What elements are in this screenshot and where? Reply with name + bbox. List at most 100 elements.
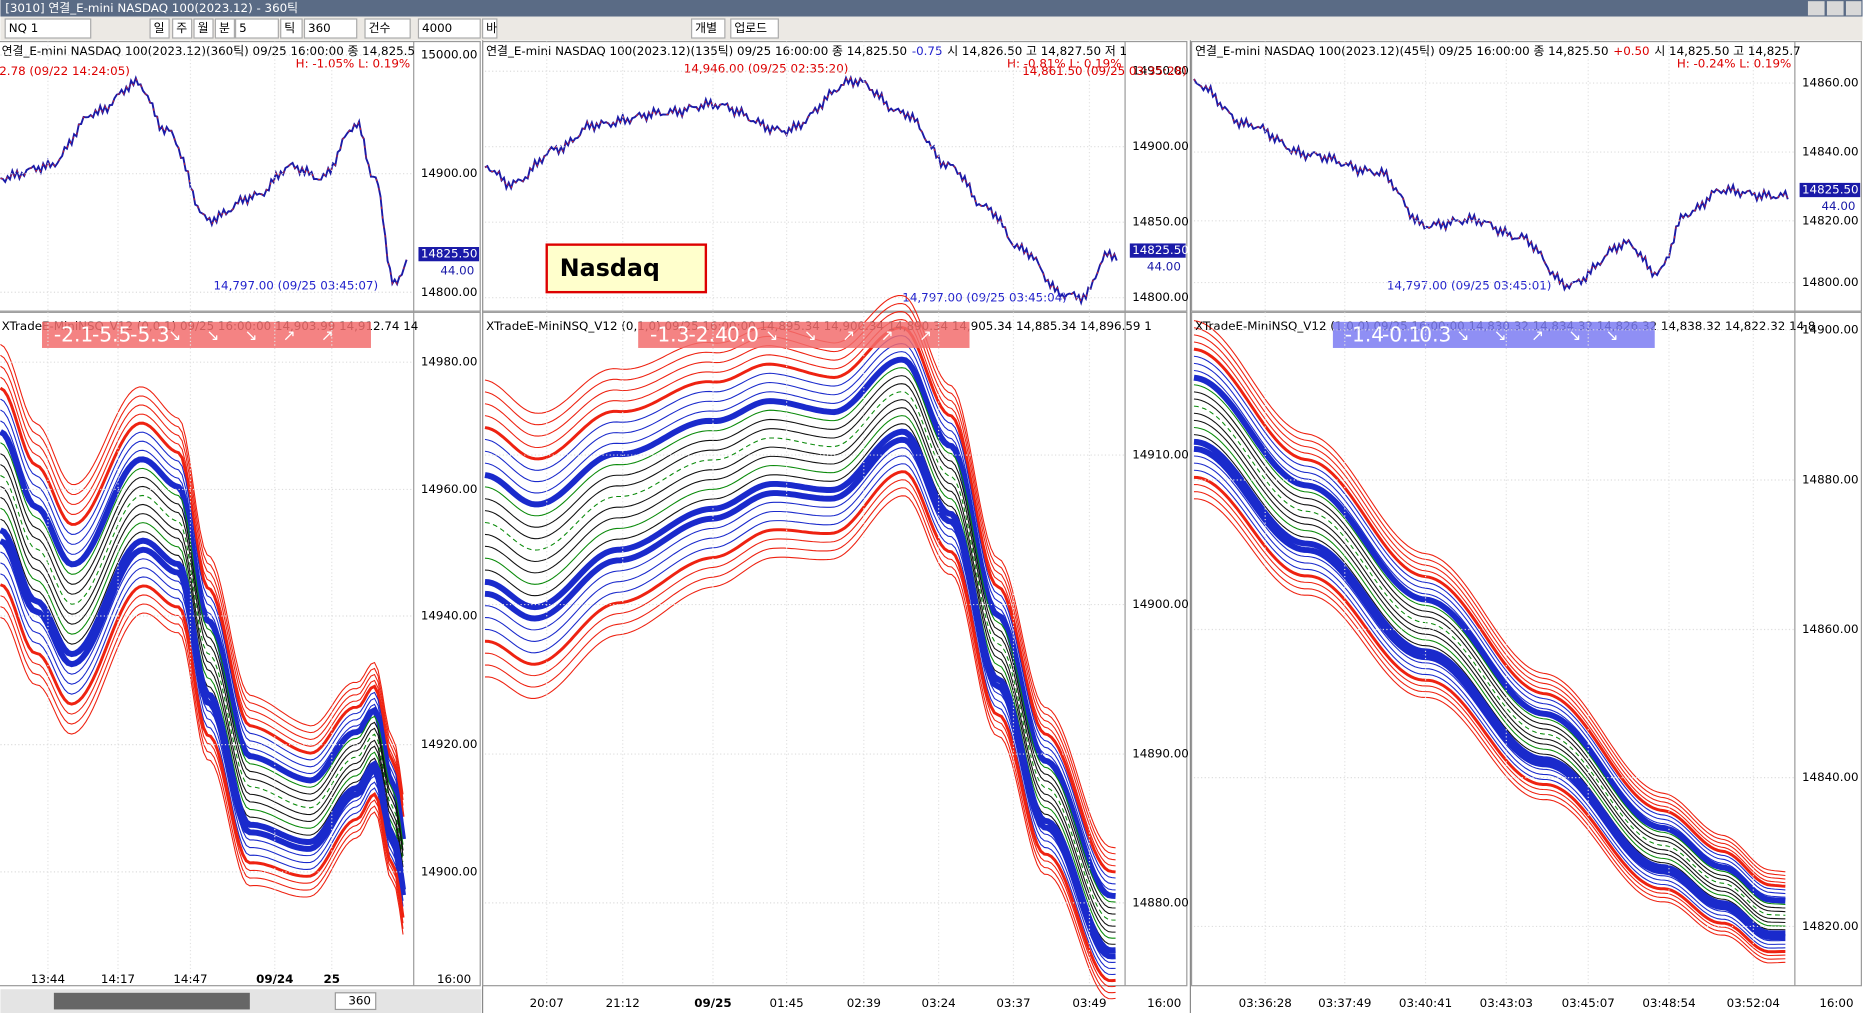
indicator-line	[484, 375, 1116, 909]
pane-header: 연결_E-mini NASDAQ 100(2023.12)(360틱) 09/2…	[2, 44, 415, 58]
indicator-line	[1193, 398, 1786, 913]
indicator-line	[0, 496, 404, 873]
toolbar-button[interactable]	[172, 18, 193, 39]
indicator-line	[1193, 334, 1786, 880]
signal-value: ↘	[765, 327, 778, 345]
signal-value: ↗	[283, 327, 296, 345]
signal-value: ↘	[245, 327, 258, 345]
time-label: 14:47	[173, 972, 207, 986]
price-line	[0, 75, 408, 287]
indicator-line	[0, 583, 405, 918]
indicator-line	[1193, 412, 1786, 920]
toolbar-button[interactable]	[214, 18, 235, 39]
indicator-line	[1193, 341, 1786, 884]
toolbar-button[interactable]	[417, 18, 481, 39]
toolbar-button[interactable]	[482, 18, 498, 39]
indicator-line	[0, 464, 404, 857]
toolbar-button[interactable]	[4, 18, 92, 39]
scroll-thumb[interactable]	[53, 992, 250, 1010]
minimize-button[interactable]	[1807, 1, 1825, 16]
signal-value: ↗	[881, 327, 894, 345]
toolbar-button[interactable]	[149, 18, 170, 39]
maximize-button[interactable]	[1826, 1, 1844, 16]
time-label: 03:52:04	[1727, 996, 1780, 1010]
indicator-line	[1193, 327, 1786, 877]
indicator-line	[484, 367, 1116, 903]
indicator-line	[1193, 391, 1786, 909]
signal-value: ↗	[842, 327, 855, 345]
indicator-line	[1193, 498, 1786, 964]
price-line	[1193, 78, 1789, 292]
indicator-line	[1193, 405, 1786, 916]
header-diff: -0.75	[912, 44, 943, 58]
indicator-line	[1193, 355, 1786, 891]
time-label: 13:44	[31, 972, 65, 986]
time-label: 02:39	[847, 996, 881, 1010]
time-label: 03:49	[1072, 996, 1106, 1010]
signal-value: 0.3	[1419, 323, 1451, 347]
toolbar-items: NQ 1 일 주 월 분 5 틱 360 건수 4000 바 개별 업로드	[4, 18, 779, 39]
signal-value: ↘	[804, 327, 817, 345]
toolbar-button[interactable]	[691, 18, 726, 39]
toolbar-button[interactable]	[234, 18, 279, 39]
price-tick: 14940.00	[421, 609, 478, 623]
toolbar-button[interactable]	[193, 18, 214, 39]
toolbar-button[interactable]	[303, 18, 358, 39]
signal-value: -2.4	[688, 323, 727, 347]
indicator-line	[0, 562, 404, 907]
indicator-line	[0, 453, 404, 851]
close-button[interactable]	[1845, 1, 1862, 16]
price-tick: 14900.00	[421, 864, 478, 878]
price-tick: 14980.00	[421, 355, 478, 369]
toolbar-button[interactable]	[364, 18, 411, 39]
signal-value: -2.1	[54, 323, 93, 347]
price-tick: 14880.00	[1132, 895, 1189, 909]
label-box	[545, 243, 708, 294]
signal-value: ↘	[1457, 327, 1470, 345]
price-tick: 14800.00	[1802, 275, 1859, 289]
indicator-line	[0, 603, 404, 929]
toolbar-label: 업로드	[734, 21, 767, 35]
indicator-line	[0, 538, 406, 896]
time-label: 16:00	[1147, 996, 1181, 1010]
indicator-line	[484, 436, 1116, 960]
toolbar-label: 일	[154, 21, 165, 35]
toolbar-label: 개별	[695, 21, 717, 35]
time-label: 03:48:54	[1642, 996, 1695, 1010]
indicator-line	[484, 343, 1116, 885]
last-price: 14825.50	[1132, 243, 1189, 257]
indicator-line	[1193, 462, 1786, 945]
zoom-input[interactable]	[334, 992, 377, 1011]
toolbar-label: 틱	[284, 21, 295, 35]
last-price: 14825.50	[421, 247, 478, 261]
label-text: Nasdaq	[560, 254, 660, 282]
time-label: 03:37:49	[1318, 996, 1371, 1010]
indicator-line	[0, 365, 404, 806]
indicator-pane	[1190, 311, 1862, 987]
price-line-red	[1193, 78, 1789, 291]
toolbar	[0, 16, 1863, 41]
signal-value: ↘	[168, 327, 181, 345]
price-tick: 14880.00	[1802, 472, 1859, 486]
toolbar-button[interactable]	[280, 18, 303, 39]
time-label: 09/24	[256, 972, 293, 986]
indicator-line	[484, 311, 1116, 861]
time-label: 16:00	[1819, 996, 1853, 1010]
price-pane	[482, 40, 1188, 312]
toolbar-label: 바	[486, 21, 497, 35]
indicator-line	[484, 326, 1116, 874]
title-bar	[0, 0, 1863, 17]
time-label: 01:45	[770, 996, 804, 1010]
price-tick: 15000.00	[421, 48, 478, 62]
indicator-line	[0, 594, 404, 924]
signal-value: 0.0	[727, 323, 759, 347]
indicator-line	[484, 356, 1116, 899]
indicator-line	[0, 442, 404, 845]
signal-value: -0.1	[1382, 323, 1421, 347]
toolbar-label: 건수	[369, 21, 391, 35]
high-low-pct: H: -1.05% L: 0.19%	[296, 57, 410, 71]
toolbar-button[interactable]	[730, 18, 779, 39]
price-change: 44.00	[440, 263, 474, 277]
indicator-line	[1193, 374, 1786, 904]
indicator-line	[1193, 419, 1786, 924]
